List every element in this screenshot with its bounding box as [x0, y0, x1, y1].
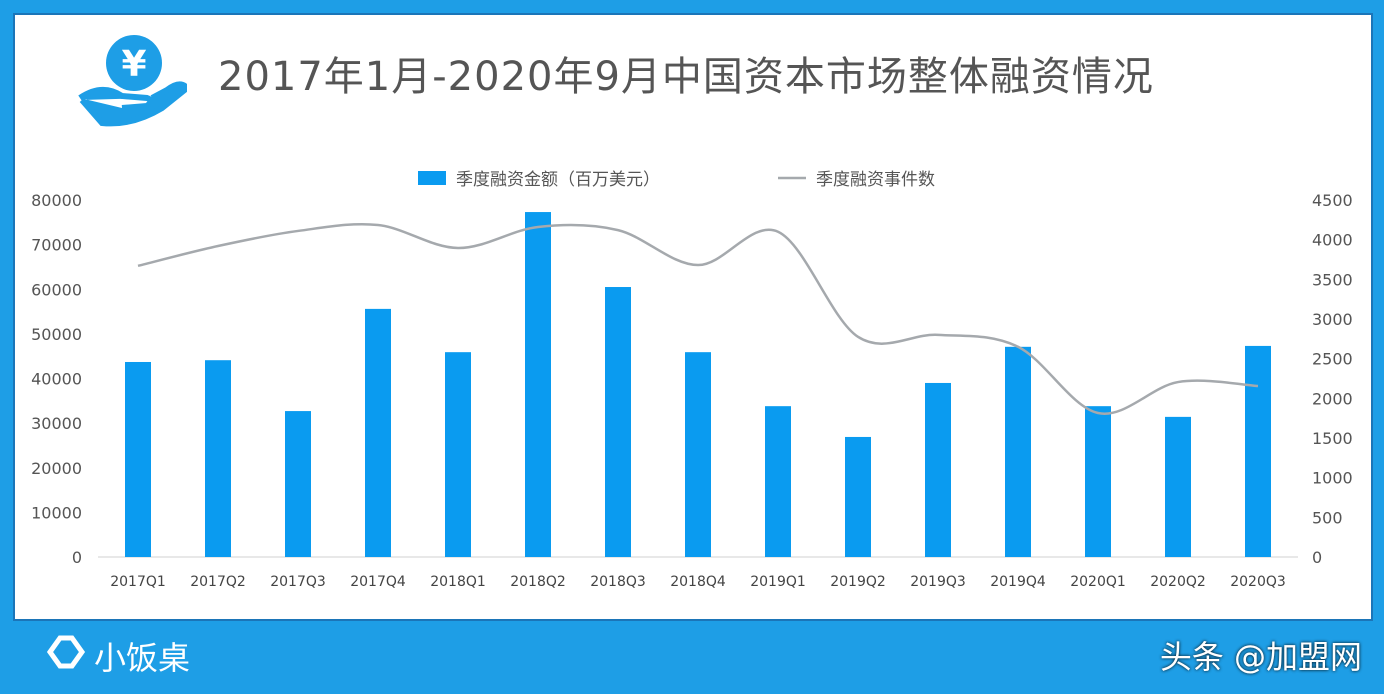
bar — [1085, 406, 1111, 557]
brand: 小饭桌 — [44, 632, 190, 680]
x-tick-label: 2017Q2 — [190, 574, 246, 590]
x-tick-label: 2020Q3 — [1230, 574, 1286, 590]
left-tick-label: 70000 — [31, 236, 82, 255]
bar — [765, 406, 791, 557]
bar — [445, 352, 471, 557]
bar — [365, 308, 391, 557]
right-tick-label: 1500 — [1312, 429, 1353, 448]
x-tick-label: 2019Q4 — [990, 574, 1046, 590]
bar — [925, 382, 951, 557]
left-tick-label: 20000 — [31, 459, 82, 478]
right-tick-label: 4000 — [1312, 231, 1353, 250]
page-title: 2017年1月-2020年9月中国资本市场整体融资情况 — [218, 54, 1154, 100]
right-tick-label: 2500 — [1312, 350, 1353, 369]
x-tick-label: 2019Q2 — [830, 574, 886, 590]
legend-line-label: 季度融资事件数 — [816, 170, 935, 190]
left-tick-label: 40000 — [31, 370, 82, 389]
legend-bar-swatch — [418, 171, 446, 185]
x-tick-label: 2018Q3 — [590, 574, 646, 590]
bar — [845, 436, 871, 557]
x-tick-label: 2017Q3 — [270, 574, 326, 590]
svg-text:¥: ¥ — [121, 44, 146, 85]
x-tick-label: 2020Q2 — [1150, 574, 1206, 590]
bar — [605, 287, 631, 557]
series-line — [137, 222, 1259, 415]
x-tick-label: 2017Q1 — [110, 574, 166, 590]
x-tick-label: 2019Q1 — [750, 574, 806, 590]
right-tick-label: 0 — [1312, 548, 1322, 567]
bar — [125, 361, 151, 557]
x-tick-label: 2017Q4 — [350, 574, 406, 590]
bar — [285, 411, 311, 557]
right-tick-label: 4500 — [1312, 191, 1353, 210]
bar — [685, 352, 711, 557]
x-tick-label: 2018Q4 — [670, 574, 726, 590]
left-tick-label: 80000 — [31, 191, 82, 210]
legend-bar-label: 季度融资金额（百万美元） — [456, 170, 660, 190]
bar — [1245, 345, 1271, 557]
watermark: 头条 @加盟网 — [1159, 638, 1362, 676]
left-tick-label: 0 — [72, 548, 82, 567]
x-tick-label: 2018Q2 — [510, 574, 566, 590]
left-tick-label: 60000 — [31, 280, 82, 299]
brand-logo-icon — [44, 632, 88, 680]
bar — [525, 212, 551, 557]
right-tick-label: 3000 — [1312, 310, 1353, 329]
left-tick-label: 50000 — [31, 325, 82, 344]
bar — [1165, 416, 1191, 557]
right-tick-label: 2000 — [1312, 389, 1353, 408]
left-tick-label: 30000 — [31, 414, 82, 433]
brand-name: 小饭桌 — [94, 639, 191, 677]
x-tick-label: 2020Q1 — [1070, 574, 1126, 590]
bar — [205, 360, 231, 557]
x-tick-label: 2018Q1 — [430, 574, 486, 590]
right-tick-label: 500 — [1312, 508, 1343, 527]
right-tick-label: 3500 — [1312, 270, 1353, 289]
yen-hand-icon: ¥ — [62, 28, 192, 132]
right-tick-label: 1000 — [1312, 469, 1353, 488]
left-tick-label: 10000 — [31, 503, 82, 522]
x-tick-label: 2019Q3 — [910, 574, 966, 590]
bar — [1005, 346, 1031, 557]
